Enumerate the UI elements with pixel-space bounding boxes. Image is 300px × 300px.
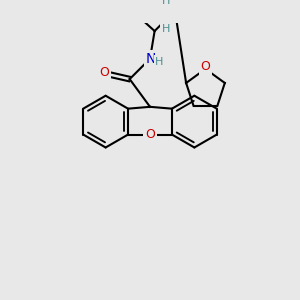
Text: N: N bbox=[146, 52, 156, 66]
Text: H: H bbox=[161, 24, 170, 34]
Text: O: O bbox=[200, 60, 210, 73]
Text: H: H bbox=[161, 0, 170, 7]
Text: O: O bbox=[145, 128, 155, 141]
Text: O: O bbox=[99, 66, 109, 79]
Text: H: H bbox=[155, 56, 164, 67]
